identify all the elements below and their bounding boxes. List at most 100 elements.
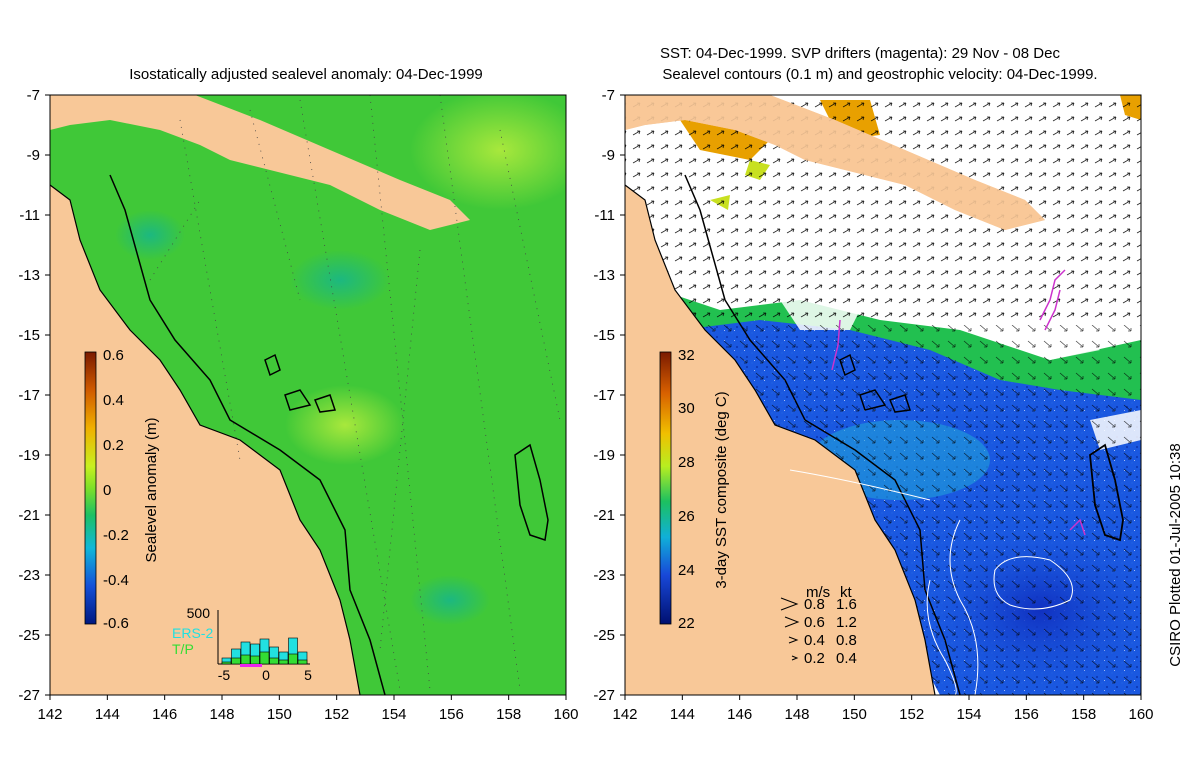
right-x-tick-label-7: 156 <box>1014 706 1039 723</box>
left-x-tick-label-3: 148 <box>209 706 234 723</box>
right-y-tick-label-10: -27 <box>593 687 615 704</box>
right-x-tick-label-0: 142 <box>612 706 637 723</box>
right-colorbar-label: 3-day SST composite (deg C) <box>713 391 730 588</box>
left-x-tick-label-0: 142 <box>37 706 62 723</box>
velocity-row-0-ms: 0.8 <box>804 596 825 613</box>
velocity-arrow-1 <box>784 616 800 628</box>
left-light-anomaly <box>285 385 405 465</box>
inset-bar-t-p-0 <box>221 661 232 665</box>
right-reef-1 <box>839 353 911 413</box>
velocity-row-1-kt: 1.2 <box>836 614 857 631</box>
right-cb-tick-2: 28 <box>678 454 695 471</box>
left-y-tick-label-1: -9 <box>27 147 40 164</box>
left-shelf-contour <box>109 174 386 695</box>
left-y-tick-label-8: -23 <box>18 567 40 584</box>
left-colorbar <box>84 351 97 625</box>
right-panel-title-1: SST: 04-Dec-1999. SVP drifters (magenta)… <box>660 45 1060 62</box>
left-yellow-anomaly <box>410 95 566 210</box>
inset-xtick-2: 5 <box>304 667 312 683</box>
velocity-arrow-0 <box>780 597 799 611</box>
right-sealevel-contours <box>789 469 1073 695</box>
inset-legend-tp: T/P <box>172 641 194 657</box>
right-x-tick-label-5: 152 <box>899 706 924 723</box>
left-y-tick-label-9: -25 <box>18 627 40 644</box>
left-x-tick-label-4: 150 <box>267 706 292 723</box>
right-y-tick-label-8: -23 <box>593 567 615 584</box>
inset-bars <box>221 637 308 665</box>
right-cb-tick-5: 22 <box>678 615 695 632</box>
left-y-tick-label-6: -19 <box>18 447 40 464</box>
inset-bar-t-p-5 <box>269 657 279 665</box>
left-cb-tick-2: 0.2 <box>103 437 124 454</box>
velocity-row-0-kt: 1.6 <box>836 596 857 613</box>
right-x-tick-label-6: 154 <box>956 706 981 723</box>
left-cb-tick-0: 0.6 <box>103 347 124 364</box>
inset-bar-t-p-6 <box>278 659 289 665</box>
left-x-tick-label-2: 146 <box>152 706 177 723</box>
inset-bar-t-p-7 <box>288 653 298 665</box>
velocity-legend: m/s kt 0.8 1.6 0.6 1.2 0.4 0.8 0.2 0.4 <box>780 584 857 667</box>
inset-xtick-0: -5 <box>218 667 231 683</box>
left-y-tick-label-3: -13 <box>18 267 40 284</box>
left-new-guinea-land <box>50 95 470 230</box>
velocity-row-3-kt: 0.4 <box>836 650 857 667</box>
velocity-row-1-ms: 0.6 <box>804 614 825 631</box>
inset-bar-t-p-2 <box>240 654 251 665</box>
left-x-tick-label-9: 160 <box>553 706 578 723</box>
left-x-ticks: 142 144 146 148 150 152 154 156 158 160 <box>37 695 579 723</box>
velocity-legend-kt-header: kt <box>840 584 853 601</box>
right-land-mask <box>625 185 935 695</box>
left-y-tick-label-4: -15 <box>18 327 40 344</box>
right-colorbar-ticks: 32 30 28 26 24 22 <box>678 347 695 632</box>
right-y-tick-label-9: -25 <box>593 627 615 644</box>
right-y-tick-label-7: -21 <box>593 507 615 524</box>
velocity-arrow-3 <box>791 655 799 661</box>
left-y-tick-label-0: -7 <box>27 87 40 104</box>
right-land-mask-north <box>625 95 1045 230</box>
inset-xtick-1: 0 <box>262 667 270 683</box>
right-arrows-north <box>625 95 1141 325</box>
right-y-tick-label-0: -7 <box>602 87 615 104</box>
right-cb-tick-4: 24 <box>678 562 695 579</box>
velocity-legend-ms-header: m/s <box>806 584 830 601</box>
left-low-anomaly-3 <box>115 210 185 260</box>
right-cb-tick-3: 26 <box>678 508 695 525</box>
left-australia-land <box>50 185 360 695</box>
left-x-tick-label-6: 154 <box>381 706 406 723</box>
left-reef-2 <box>514 443 549 541</box>
right-y-tick-label-5: -17 <box>593 387 615 404</box>
left-cb-tick-6: -0.6 <box>103 615 129 632</box>
right-y-tick-label-1: -9 <box>602 147 615 164</box>
right-map <box>625 95 1141 695</box>
inset-bar-t-p-3 <box>250 655 260 665</box>
velocity-row-2-ms: 0.4 <box>804 632 825 649</box>
right-panel-title-2: Sealevel contours (0.1 m) and geostrophi… <box>662 66 1097 83</box>
left-x-tick-label-7: 156 <box>439 706 464 723</box>
inset-bar-t-p-8 <box>297 659 308 665</box>
left-track-lines <box>149 95 561 691</box>
left-colorbar-ticks: 0.6 0.4 0.2 0 -0.2 -0.4 -0.6 <box>103 347 129 632</box>
velocity-row-2-kt: 0.8 <box>836 632 857 649</box>
right-x-tick-label-8: 158 <box>1071 706 1096 723</box>
left-y-tick-label-10: -27 <box>18 687 40 704</box>
right-coastline <box>625 184 936 695</box>
left-x-tick-label-5: 152 <box>324 706 349 723</box>
left-cb-tick-4: -0.2 <box>103 527 129 544</box>
right-y-tick-label-6: -19 <box>593 447 615 464</box>
right-y-tick-label-2: -11 <box>594 207 615 224</box>
left-map <box>50 95 566 695</box>
inset-pink-markers <box>240 664 262 667</box>
velocity-arrow-2 <box>788 636 799 644</box>
left-reef-1 <box>264 353 336 413</box>
left-low-anomaly-1 <box>290 250 390 310</box>
right-x-ticks: 142 144 146 148 150 152 154 156 158 160 <box>612 695 1154 723</box>
inset-histogram: 500 ERS-2 T/P -5 0 5 <box>172 605 312 683</box>
left-y-tick-label-5: -17 <box>18 387 40 404</box>
left-y-tick-label-2: -11 <box>19 207 40 224</box>
right-cb-tick-1: 30 <box>678 400 695 417</box>
right-cb-tick-0: 32 <box>678 347 695 364</box>
right-colorbar <box>659 351 672 625</box>
inset-bar-t-p-1 <box>231 657 241 665</box>
right-y-tick-label-3: -13 <box>593 267 615 284</box>
